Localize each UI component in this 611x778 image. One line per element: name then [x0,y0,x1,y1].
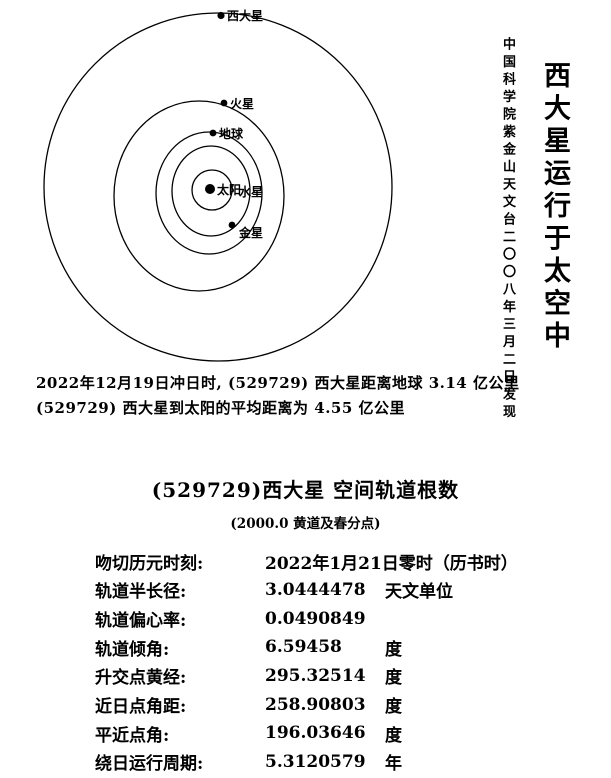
row-value: 196.03646 [265,723,366,744]
mars-label: 火星 [230,97,254,111]
mars-orbit-circle [113,100,285,292]
row-label: 平近点角: [95,725,170,746]
headline-vertical: 西大星运行于太空中 [539,61,570,354]
row-unit: 天文单位 [385,582,453,603]
asteroid-dot [217,11,225,20]
table-row-arg-perihelion: 近日点角距: 258.90803 度 [95,690,601,719]
row-label: 吻切历元时刻: [95,553,204,574]
row-label: 轨道半长径: [95,582,187,603]
row-value: 2022年1月21日零时（历书时） [265,553,518,574]
row-unit: 度 [385,668,402,689]
table-row-semi-major-axis: 轨道半长径: 3.0444478 天文单位 [95,576,601,605]
asteroid-orbit-circle [43,12,393,362]
caption-opposition-distance: 2022年12月19日冲日时, (529729) 西大星距离地球 3.14 亿公… [36,374,520,392]
row-unit: 年 [385,754,402,775]
orbital-elements-title: (529729)西大星 空间轨道根数 [151,478,460,502]
row-value: 5.3120579 [265,751,366,772]
venus-orbit-circle [171,145,251,237]
row-value: 258.90803 [265,694,366,715]
orbital-elements-table: 吻切历元时刻: 2022年1月21日零时（历书时） 轨道半长径: 3.04444… [95,547,601,776]
row-value: 0.0490849 [265,608,366,629]
asteroid-label: 西大星 [227,8,263,23]
row-label: 轨道倾角: [95,639,170,660]
table-row-epoch: 吻切历元时刻: 2022年1月21日零时（历书时） [95,547,601,576]
orbit-diagram: 西大星 火星 地球 太阳 水星 金星 [43,8,393,362]
sun-dot [205,184,215,194]
earth-label: 地球 [219,126,244,141]
row-label: 近日点角距: [95,697,187,718]
row-label: 升交点黄经: [95,668,187,689]
orbital-elements-subtitle: (2000.0 黄道及春分点) [230,516,381,532]
venus-label: 金星 [238,225,263,240]
row-value: 3.0444478 [265,579,366,600]
table-row-mean-anomaly: 平近点角: 196.03646 度 [95,719,601,748]
mercury-orbit-circle [191,169,233,211]
mars-dot [220,99,228,107]
venus-dot [228,221,236,229]
sun-label: 太阳 [217,182,241,197]
discovery-note-vertical: 中国科学院紫金山天文台二〇〇八年三月二日发现 [500,37,515,422]
row-unit: 度 [385,639,402,660]
row-value: 6.59458 [265,637,342,658]
earth-orbit-circle [155,131,263,255]
table-row-orbital-period: 绕日运行周期: 5.3120579 年 [95,747,601,776]
row-unit: 度 [385,697,402,718]
table-row-eccentricity: 轨道偏心率: 0.0490849 [95,604,601,633]
row-value: 295.32514 [265,665,366,686]
table-row-ascending-node: 升交点黄经: 295.32514 度 [95,662,601,691]
row-unit: 度 [385,725,402,746]
table-row-inclination: 轨道倾角: 6.59458 度 [95,633,601,662]
mercury-label: 水星 [239,184,263,199]
caption-mean-distance: (529729) 西大星到太阳的平均距离为 4.55 亿公里 [36,399,406,417]
earth-dot [209,129,217,137]
row-label: 轨道偏心率: [95,611,187,632]
row-label: 绕日运行周期: [95,754,204,775]
